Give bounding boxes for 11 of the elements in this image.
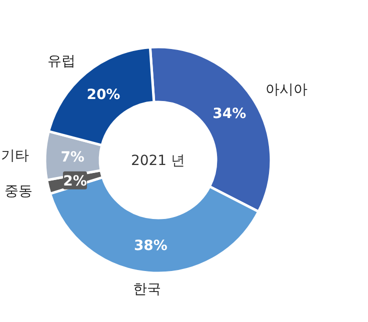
slice-label: 한국 [132,281,161,298]
slice-label: 유럽 [48,54,76,70]
slice-label: 중동 [4,184,33,200]
slice-label: 아시아 [266,82,308,98]
slice-label: 기타 [1,148,30,164]
data-label: 34% [212,106,246,122]
data-label: 20% [86,87,120,104]
data-label: 38% [134,238,168,254]
data-label: 7% [60,150,84,166]
data-label: 2% [63,173,87,190]
text: 2021 년 [130,152,186,169]
